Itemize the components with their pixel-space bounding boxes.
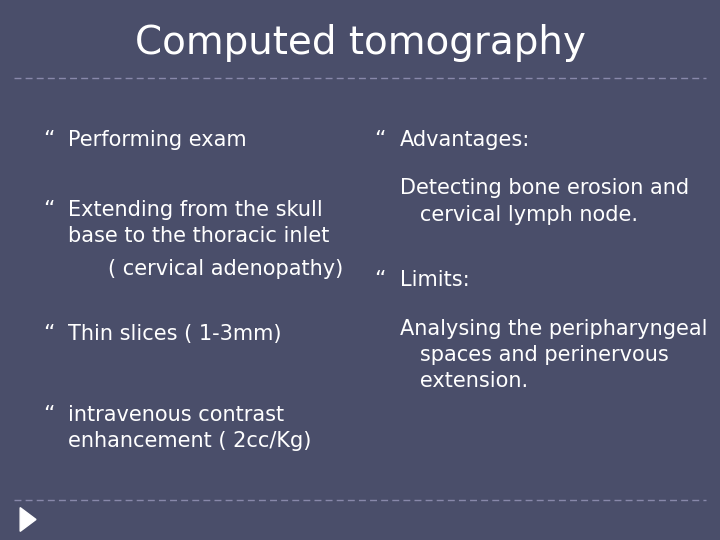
Text: Analysing the peripharyngeal
   spaces and perinervous
   extension.: Analysing the peripharyngeal spaces and …	[400, 319, 707, 392]
Text: “: “	[43, 405, 55, 425]
Text: “: “	[374, 130, 386, 150]
Text: “: “	[43, 324, 55, 344]
Text: Thin slices ( 1-3mm): Thin slices ( 1-3mm)	[68, 324, 282, 344]
Text: “: “	[43, 200, 55, 220]
Text: Extending from the skull
base to the thoracic inlet: Extending from the skull base to the tho…	[68, 200, 330, 246]
Text: Performing exam: Performing exam	[68, 130, 247, 150]
Text: “: “	[43, 130, 55, 150]
Text: Limits:: Limits:	[400, 270, 469, 290]
Text: Detecting bone erosion and
   cervical lymph node.: Detecting bone erosion and cervical lymp…	[400, 178, 689, 225]
Text: “: “	[374, 270, 386, 290]
Text: intravenous contrast
enhancement ( 2cc/Kg): intravenous contrast enhancement ( 2cc/K…	[68, 405, 312, 451]
Text: ( cervical adenopathy): ( cervical adenopathy)	[108, 259, 343, 279]
Text: Advantages:: Advantages:	[400, 130, 530, 150]
Text: Computed tomography: Computed tomography	[135, 24, 585, 62]
Polygon shape	[20, 508, 36, 531]
